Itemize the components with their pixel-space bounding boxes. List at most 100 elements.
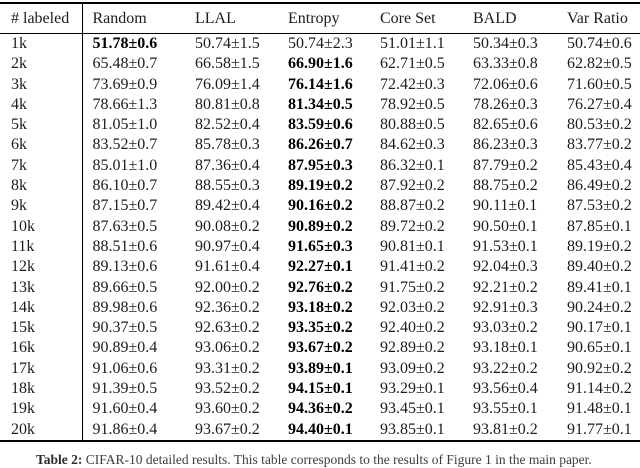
column-header: Random	[82, 3, 185, 34]
value-cell: 85.01±1.0	[92, 156, 158, 174]
row-label: 13k	[0, 277, 83, 298]
row-label: 11k	[0, 236, 83, 258]
value-cell: 85.43±0.4	[567, 156, 632, 174]
table-row: 5k 81.05±1.0 82.52±0.4 83.59±0.6 80.88±0.5 82…	[0, 115, 640, 136]
value-cell: 93.89±0.1	[288, 359, 353, 377]
value-cell: 65.48±0.7	[92, 55, 158, 73]
value-cell: 93.31±0.2	[195, 359, 260, 377]
table-row: 8k 86.10±0.7 88.55±0.3 89.19±0.2 87.92±0.2 88…	[0, 176, 640, 197]
table-row: 13k 89.66±0.5 92.00±0.2 92.76±0.2 91.75±0.2 9…	[0, 277, 640, 298]
value-cell: 80.81±0.8	[195, 95, 260, 113]
value-cell: 83.52±0.7	[92, 136, 158, 154]
value-cell: 85.78±0.3	[195, 136, 260, 154]
table-row: 9k 87.15±0.7 89.42±0.4 90.16±0.2 88.87±0.2 90…	[0, 196, 640, 217]
value-cell: 66.58±1.5	[195, 55, 260, 73]
value-cell: 92.36±0.2	[195, 298, 260, 316]
value-cell: 91.60±0.4	[92, 400, 158, 418]
value-cell: 91.53±0.1	[473, 237, 538, 255]
value-cell: 51.01±1.1	[380, 35, 445, 52]
table-row: 2k 65.48±0.7 66.58±1.5 66.90±1.6 62.71±0.5 63…	[0, 54, 640, 75]
value-cell: 91.86±0.4	[92, 420, 158, 438]
caption-label: Table 2:	[36, 452, 83, 467]
value-cell: 87.15±0.7	[92, 197, 158, 215]
value-cell: 88.87±0.2	[380, 197, 445, 215]
value-cell: 82.52±0.4	[195, 116, 260, 134]
table-row: 17k 91.06±0.6 93.31±0.2 93.89±0.1 93.09±0.2 9…	[0, 358, 640, 380]
value-cell: 82.65±0.6	[473, 116, 538, 134]
value-cell: 89.19±0.2	[567, 237, 632, 255]
value-cell: 90.37±0.5	[92, 319, 158, 337]
column-header: BALD	[463, 3, 557, 34]
value-cell: 93.67±0.2	[195, 420, 260, 438]
value-cell: 90.65±0.1	[567, 339, 632, 357]
value-cell: 63.33±0.8	[473, 55, 538, 73]
value-cell: 90.89±0.4	[92, 339, 158, 357]
value-cell: 88.51±0.6	[92, 237, 158, 255]
value-cell: 89.40±0.2	[567, 258, 632, 276]
value-cell: 92.21±0.2	[473, 278, 538, 296]
value-cell: 87.95±0.3	[288, 156, 353, 174]
value-cell: 50.74±0.6	[567, 35, 632, 52]
table-row: 1k 51.78±0.6 50.74±1.5 50.74±2.3 51.01±1.1 50…	[0, 33, 640, 55]
value-cell: 78.92±0.5	[380, 95, 445, 113]
row-label: 7k	[0, 155, 83, 177]
value-cell: 91.39±0.5	[92, 380, 158, 398]
table-row: 20k 91.86±0.4 93.67±0.2 94.40±0.1 93.85±0.1 9…	[0, 419, 640, 441]
value-cell: 86.49±0.2	[567, 177, 632, 195]
value-cell: 89.98±0.6	[92, 298, 158, 316]
table-row: 11k 88.51±0.6 90.97±0.4 91.65±0.3 90.81±0.1 9…	[0, 236, 640, 258]
value-cell: 92.40±0.2	[380, 319, 445, 337]
column-header: Core Set	[370, 3, 463, 34]
value-cell: 93.52±0.2	[195, 380, 260, 398]
value-cell: 81.05±1.0	[92, 116, 158, 134]
table-row: 19k 91.60±0.4 93.60±0.2 94.36±0.2 93.45±0.1 9…	[0, 399, 640, 420]
table-row: 15k 90.37±0.5 92.63±0.2 93.35±0.2 92.40±0.2 9…	[0, 318, 640, 339]
value-cell: 62.71±0.5	[380, 55, 445, 73]
value-cell: 91.77±0.1	[567, 420, 632, 438]
value-cell: 86.32±0.1	[380, 156, 445, 174]
value-cell: 93.55±0.1	[473, 400, 538, 418]
value-cell: 93.18±0.1	[473, 339, 538, 357]
value-cell: 90.92±0.2	[567, 359, 632, 377]
value-cell: 76.14±1.6	[288, 75, 353, 93]
row-label: 16k	[0, 338, 83, 359]
row-label: 5k	[0, 115, 83, 136]
row-label: 19k	[0, 399, 83, 420]
value-cell: 90.16±0.2	[288, 197, 353, 215]
value-cell: 87.36±0.4	[195, 156, 260, 174]
row-label: 15k	[0, 318, 83, 339]
value-cell: 81.34±0.5	[288, 95, 353, 113]
value-cell: 91.14±0.2	[567, 380, 632, 398]
value-cell: 89.72±0.2	[380, 217, 445, 235]
value-cell: 92.03±0.2	[380, 298, 445, 316]
value-cell: 93.56±0.4	[473, 380, 538, 398]
value-cell: 91.06±0.6	[92, 359, 158, 377]
value-cell: 91.65±0.3	[288, 237, 353, 255]
value-cell: 83.77±0.2	[567, 136, 632, 154]
value-cell: 90.97±0.4	[195, 237, 260, 255]
row-label: 17k	[0, 358, 83, 380]
value-cell: 87.53±0.2	[567, 197, 632, 215]
value-cell: 73.69±0.9	[92, 75, 158, 93]
table-body: 1k 51.78±0.6 50.74±1.5 50.74±2.3 51.01±1.1 50…	[0, 33, 640, 441]
value-cell: 51.78±0.6	[92, 35, 158, 52]
value-cell: 90.08±0.2	[195, 217, 260, 235]
value-cell: 90.81±0.1	[380, 237, 445, 255]
value-cell: 80.88±0.5	[380, 116, 445, 134]
row-label: 12k	[0, 257, 83, 278]
table-caption: Table 2: CIFAR-10 detailed results. This…	[36, 452, 616, 468]
table-row: 7k 85.01±1.0 87.36±0.4 87.95±0.3 86.32±0.1 87…	[0, 155, 640, 177]
value-cell: 92.63±0.2	[195, 319, 260, 337]
value-cell: 93.09±0.2	[380, 359, 445, 377]
column-header: Entropy	[278, 3, 370, 34]
value-cell: 86.10±0.7	[92, 177, 158, 195]
row-label: 9k	[0, 196, 83, 217]
value-cell: 50.74±1.5	[195, 35, 260, 52]
value-cell: 92.76±0.2	[288, 278, 353, 296]
row-label: 20k	[0, 419, 83, 441]
value-cell: 93.18±0.2	[288, 298, 353, 316]
value-cell: 76.27±0.4	[567, 95, 632, 113]
row-label: 14k	[0, 297, 83, 319]
value-cell: 89.13±0.6	[92, 258, 158, 276]
